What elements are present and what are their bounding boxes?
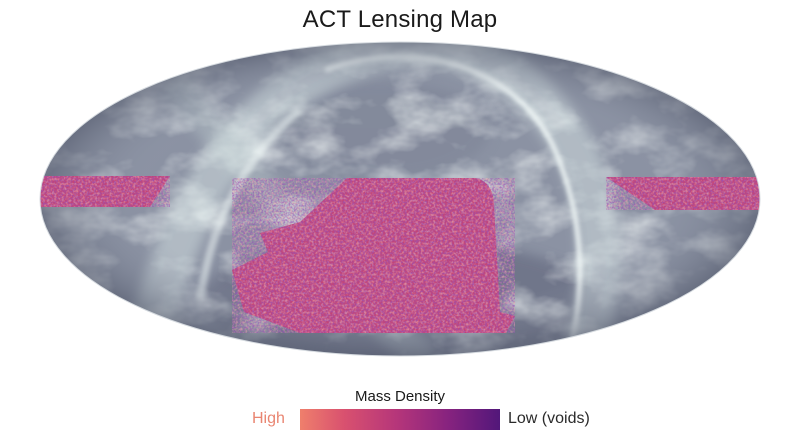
lensing-region-right xyxy=(606,177,760,210)
lensing-region-main xyxy=(232,178,515,333)
colorbar-title: Mass Density xyxy=(354,388,446,405)
map-outline xyxy=(39,41,761,357)
colorbar xyxy=(300,409,500,430)
colorbar-high-label: High xyxy=(252,410,285,427)
lensing-region-left xyxy=(40,176,170,207)
mollweide-projection xyxy=(40,42,760,356)
colorbar-low-label: Low (voids) xyxy=(508,410,590,427)
map-title: ACT Lensing Map xyxy=(302,6,498,33)
